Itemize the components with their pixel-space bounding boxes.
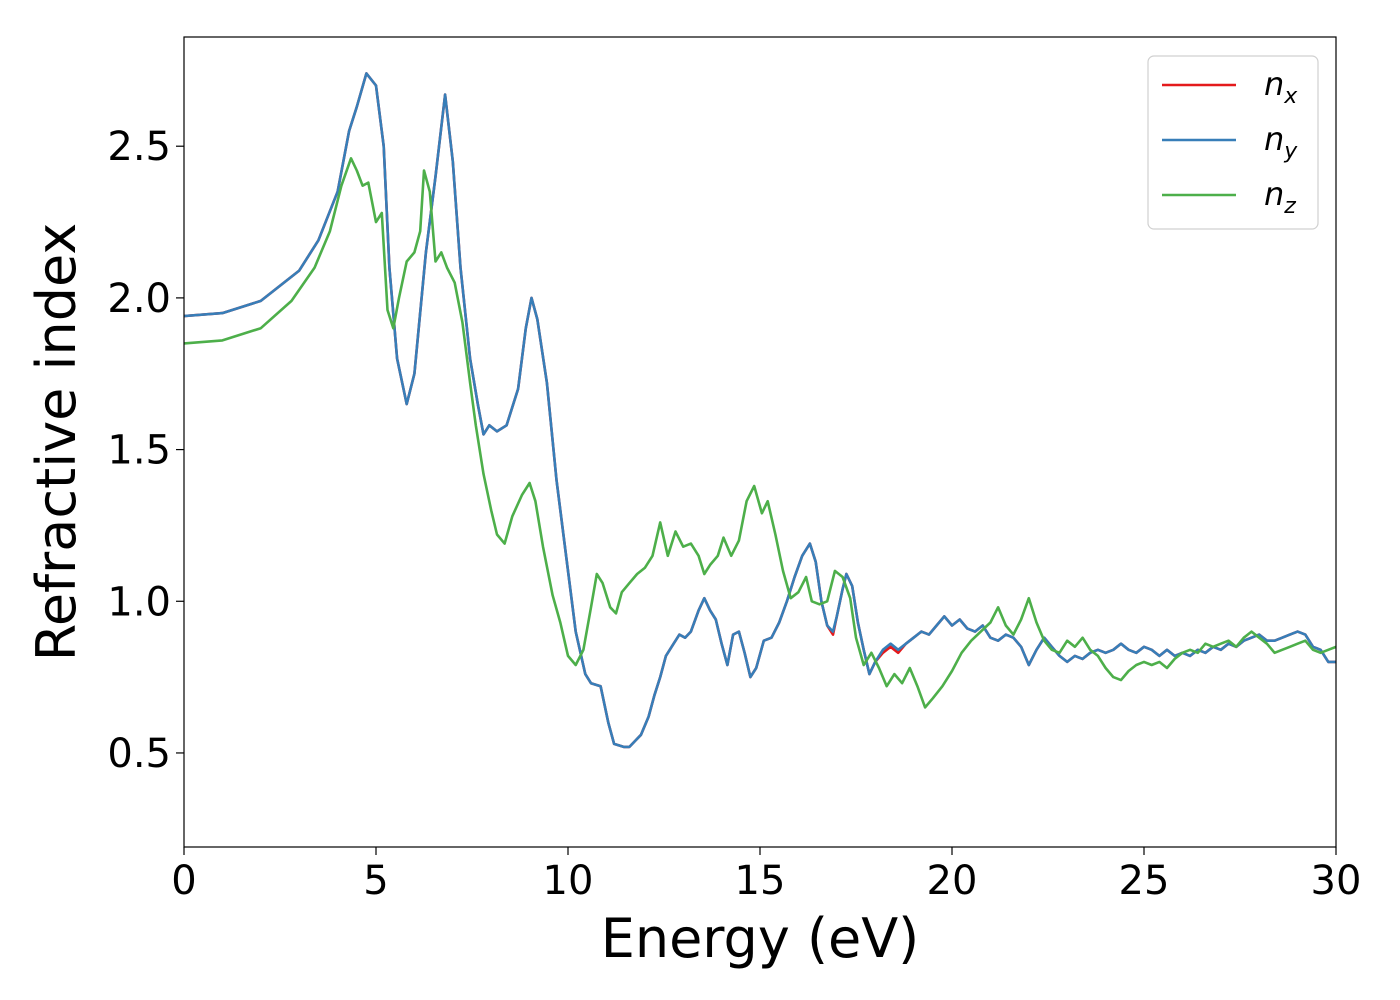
y-tick-label: 2.0 (107, 276, 171, 322)
x-tick-label: 5 (363, 858, 388, 904)
x-tick-label: 15 (735, 858, 786, 904)
legend-symbol: n (1264, 175, 1284, 213)
legend-label-nz: nz (1264, 175, 1296, 219)
y-tick-label: 2.5 (107, 124, 171, 170)
series-line-ny (184, 72, 1336, 749)
y-tick-label: 1.0 (107, 579, 171, 625)
y-tick-label: 0.5 (107, 731, 171, 777)
legend-label-nx: nx (1264, 65, 1298, 109)
legend-subscript: z (1283, 194, 1296, 219)
y-axis-label: Refractive index (25, 223, 88, 662)
legend-symbol: n (1264, 120, 1284, 158)
y-tick-label: 1.5 (107, 428, 171, 474)
series-line-nz (184, 157, 1336, 709)
legend-label-ny: ny (1264, 120, 1298, 164)
legend-subscript: y (1283, 139, 1298, 164)
legend-box (1147, 55, 1319, 230)
legend-subscript: x (1283, 84, 1298, 109)
x-tick-label: 30 (1311, 858, 1362, 904)
series-layer (184, 72, 1336, 749)
y-axis: 0.5 1.0 1.5 2.0 2.5 (107, 124, 184, 777)
x-axis-label: Energy (eV) (601, 907, 920, 970)
x-tick-label: 0 (171, 858, 196, 904)
x-tick-label: 25 (1119, 858, 1170, 904)
x-axis: 0 5 10 15 20 25 30 (171, 847, 1361, 904)
x-tick-label: 10 (543, 858, 594, 904)
legend-symbol: n (1264, 65, 1284, 103)
x-tick-label: 20 (927, 858, 978, 904)
